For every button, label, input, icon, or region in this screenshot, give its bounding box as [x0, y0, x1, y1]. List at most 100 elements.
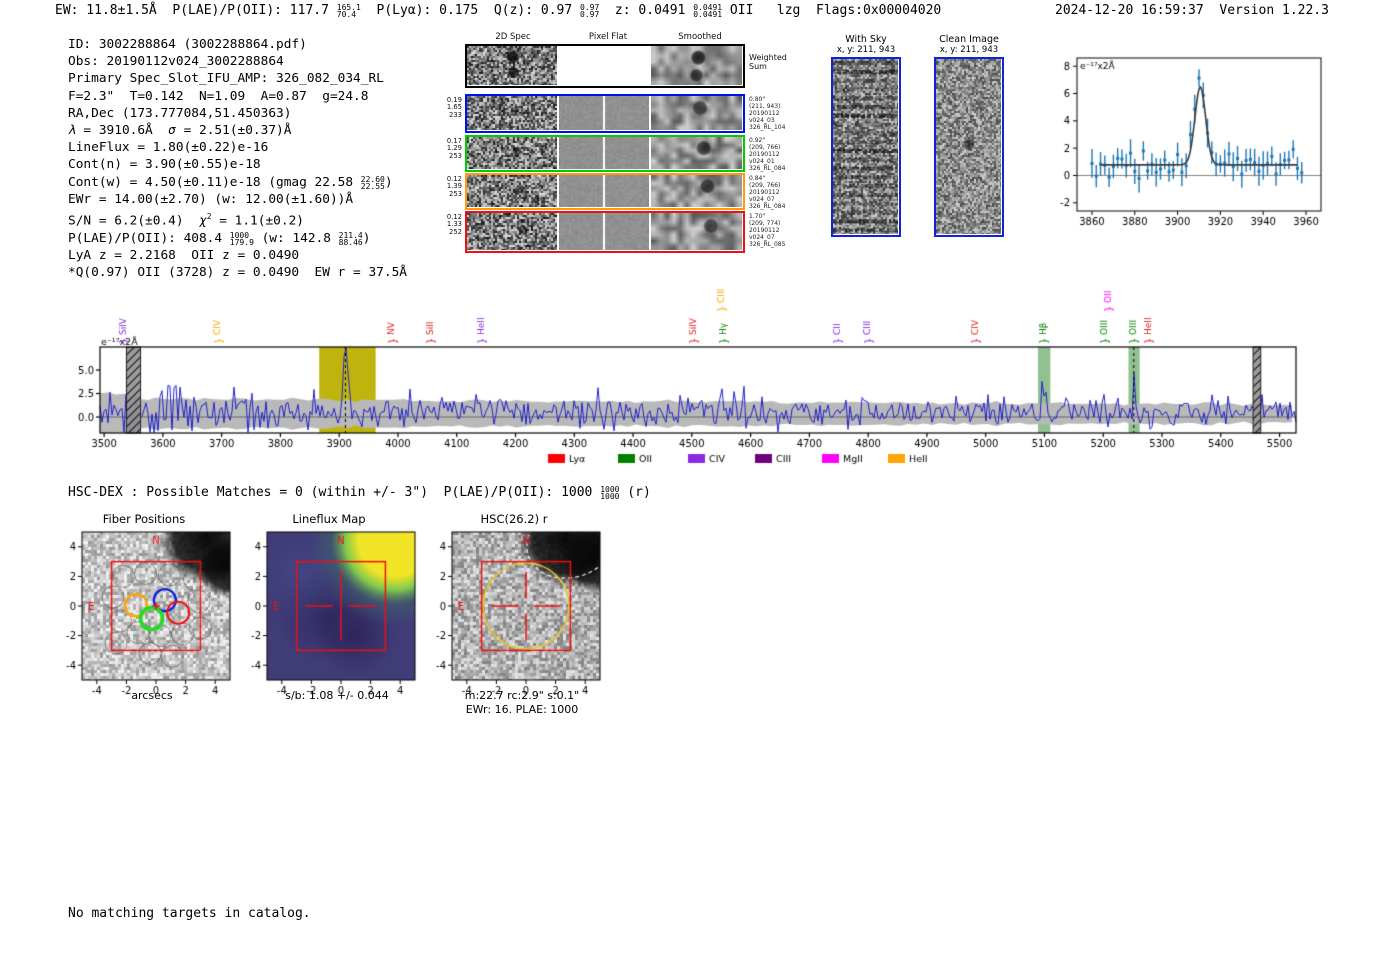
meta-value: v024_07 [749, 196, 775, 203]
meta-value: (211, 943) [749, 103, 781, 110]
spec2d-row-right-meta: 1.70" (209, 774) 20190112 v024_07 326_RL_085 [749, 213, 785, 248]
meta-value: (209, 766) [749, 182, 781, 189]
with-sky-image [833, 59, 898, 234]
spec2d-row [465, 135, 745, 172]
meta-value: 0.80" [749, 96, 766, 103]
info-line: LineFlux = 1.80(±0.22)e-16 [68, 139, 407, 156]
hsc-caption-1: m:22.7 rc:2.9" s:0.1" [464, 689, 580, 702]
pixelflat-image [559, 137, 649, 169]
smoothed-image [651, 46, 742, 85]
detection-info-block: ID: 3002288864 (3002288864.pdf) Obs: 2019… [68, 36, 407, 281]
text-segment: Cont(w) = 4.50(±0.11)e-18 (gmag 22.58 [68, 174, 361, 190]
spec2d-row-left-stats: 0.12 1.39 253 [438, 175, 462, 198]
text-segment: ) [384, 174, 393, 190]
text-segment: λ [68, 123, 76, 139]
meta-value: (209, 774) [749, 220, 781, 227]
meta-value: v024_07 [749, 234, 775, 241]
info-line: Cont(n) = 3.90(±0.55)e-18 [68, 156, 407, 173]
with-sky-panel [831, 57, 901, 237]
spec2d-row-right-meta: 0.80" (211, 943) 20190112 v024_03 326_RL_104 [749, 96, 785, 131]
text-segment: EWr = 14.00(±2.70) (w: 12.00(±1.60))Å [68, 191, 354, 207]
fiber-positions-title: Fiber Positions [102, 512, 186, 526]
header-right: 2024-12-20 16:59:37 Version 1.22.3 [1055, 3, 1329, 18]
lineflux-map-title: Lineflux Map [292, 512, 366, 526]
clean-image-coords: x, y: 211, 943 [939, 45, 999, 55]
with-sky-coords: x, y: 211, 943 [836, 45, 896, 55]
text-segment: 22.60 22.55 [360, 174, 385, 191]
spec2d-image [467, 175, 557, 207]
stat-value: 1.65 [446, 103, 462, 112]
text-segment: (w: 142.8 [253, 230, 339, 246]
spec2d-row [465, 211, 745, 253]
info-line: S/N = 6.2(±0.4) χ2 = 1.1(±0.2) [68, 208, 407, 229]
meta-value: 20190112 [749, 110, 780, 117]
smoothed-image [651, 175, 742, 207]
info-line: F=2.3" T=0.142 N=1.09 A=0.87 g=24.8 [68, 88, 407, 105]
pixelflat-image [559, 96, 649, 130]
text-segment: 165.1 70.4 [336, 3, 361, 19]
meta-value: 326_RL_084 [749, 203, 786, 210]
text-segment: = 1.1(±0.2) [211, 213, 304, 229]
spec2d-row [465, 173, 745, 210]
spec2d-col-header-pixelflat: Pixel Flat [588, 32, 628, 42]
info-line: Obs: 20190112v024_3002288864 [68, 53, 407, 70]
info-line: RA,Dec (173.777084,51.450363) [68, 105, 407, 122]
stat-value: 0.12 [446, 175, 462, 183]
stat-value: 0.17 [446, 137, 462, 145]
spec2d-image [467, 213, 557, 250]
clean-image-panel [934, 57, 1004, 237]
spec2d-row [465, 94, 745, 133]
weighted-sum-label-line1: Weighted [749, 53, 787, 62]
info-line: LyA z = 2.2168 OII z = 0.0490 [68, 247, 407, 264]
weighted-sum-label: Weighted Sum [749, 53, 787, 71]
text-segment: RA,Dec (173.777084,51.450363) [68, 105, 292, 121]
spec2d-image [467, 96, 557, 130]
lineflux-map [237, 528, 422, 700]
stat-value: 0.19 [446, 96, 462, 104]
text-segment: = 2.51(±0.37)Å [175, 123, 292, 139]
stat-value: 233 [449, 110, 462, 119]
meta-value: v024_03 [749, 117, 775, 124]
meta-value: (209, 766) [749, 144, 781, 151]
text-segment: ) [362, 230, 371, 246]
text-segment: OII lzg Flags:0x00004020 [722, 3, 942, 18]
text-segment: 1000 1000 [600, 485, 620, 501]
spec2d-image [467, 137, 557, 169]
text-segment: 1000 179.9 [229, 230, 254, 247]
text-segment: σ [168, 123, 176, 139]
stat-value: 1.33 [446, 220, 462, 229]
meta-value: 326_RL_085 [749, 241, 786, 248]
meta-value: v024_01 [749, 158, 775, 165]
stat-value: 252 [449, 227, 462, 236]
fiber-xlabel: arcsecs [131, 689, 173, 702]
meta-value: 326_RL_084 [749, 165, 786, 172]
line-fit-inset-plot [1025, 45, 1345, 237]
text-segment: (r) [619, 485, 651, 500]
meta-value: 20190112 [749, 151, 780, 158]
spec2d-weighted-row [465, 44, 745, 88]
version-label: Version 1.22.3 [1219, 3, 1329, 18]
with-sky-title: With Sky [845, 34, 887, 45]
text-segment: Cont(n) = 3.90(±0.55)e-18 [68, 157, 261, 173]
text-segment: HSC-DEX : Possible Matches = 0 (within +… [68, 485, 601, 500]
info-line: EWr = 14.00(±2.70) (w: 12.00(±1.60))Å [68, 191, 407, 208]
text-segment: EW: 11.8±1.5Å P(LAE)/P(OII): 117.7 [55, 3, 337, 18]
spec2d-row-right-meta: 0.84" (209, 766) 20190112 v024_07 326_RL_084 [749, 175, 785, 210]
text-segment: 2 [206, 212, 212, 222]
text-segment: 0.0491 0.0491 [693, 3, 723, 19]
hsc-dex-match-line: HSC-DEX : Possible Matches = 0 (within +… [68, 485, 651, 501]
text-segment: P(Lyα): 0.175 Q(z): 0.97 [360, 3, 581, 18]
meta-value: 1.70" [749, 213, 766, 220]
hsc-cutout-title: HSC(26.2) r [480, 512, 548, 526]
meta-value: 326_RL_104 [749, 124, 786, 131]
info-line: Cont(w) = 4.50(±0.11)e-18 (gmag 22.58 22… [68, 174, 407, 191]
text-segment: χ [198, 213, 207, 229]
hsc-cutout-image [422, 528, 607, 700]
full-spectrum-plot [55, 272, 1345, 468]
stat-value: 1.39 [446, 182, 462, 191]
lineflux-caption: s/b: 1.08 +/- 0.044 [285, 689, 389, 702]
text-segment: ID: 3002288864 (3002288864.pdf) [68, 37, 307, 52]
footer-note-1: No matching targets in catalog. [68, 906, 311, 921]
footer-notes: No matching targets in catalog. Row inte… [68, 875, 311, 953]
